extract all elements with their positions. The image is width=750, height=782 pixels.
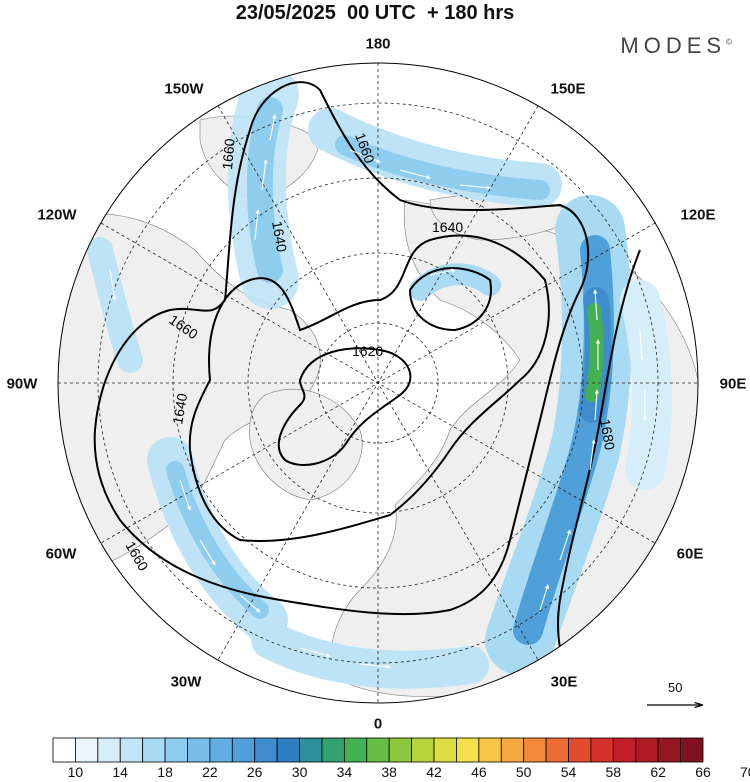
globe-outline <box>57 62 699 704</box>
colorbar-swatch <box>299 737 323 763</box>
colorbar-swatch <box>321 737 345 763</box>
colorbar-swatch <box>142 737 166 763</box>
colorbar-tick-label: 14 <box>112 764 128 780</box>
colorbar-swatch <box>209 737 233 763</box>
colorbar-tick-label: 42 <box>426 764 442 780</box>
colorbar-swatch <box>231 737 256 763</box>
colorbar-swatch <box>590 737 614 763</box>
lon-label-180: 180 <box>365 35 391 53</box>
contour-1660 <box>93 81 590 616</box>
brand-logo: MODES© <box>620 33 732 58</box>
contour-label: 1640 <box>269 220 290 254</box>
lon-label-60w: 60W <box>45 545 77 563</box>
chart-title: 23/05/2025 00 UTC + 180 hrs <box>235 2 515 24</box>
colorbar-swatch <box>75 737 99 763</box>
wind-shading <box>87 66 672 689</box>
colorbar-swatch <box>388 737 413 763</box>
land-greenland <box>249 388 363 501</box>
colorbar-tick-label: 62 <box>650 764 666 780</box>
colorbar-swatch <box>97 737 121 763</box>
colorbar-tick-label: 34 <box>336 764 353 780</box>
colorbar-swatch <box>523 737 547 763</box>
contour-1680 <box>557 249 641 681</box>
colorbar-tick-label: 58 <box>605 764 622 780</box>
colorbar-tick-label: 70 <box>740 764 750 780</box>
colorbar-tick-label: 54 <box>560 764 577 780</box>
graticule <box>58 63 698 703</box>
colorbar-tick-label: 50 <box>515 764 532 780</box>
colorbar-swatch <box>478 737 502 763</box>
colorbar-tick-label: 26 <box>246 764 263 780</box>
contour-labels: 1620 1640 1640 1640 1660 1660 1660 1660 … <box>122 131 618 574</box>
colorbar-swatch <box>657 737 681 763</box>
colorbar-swatch <box>612 737 637 763</box>
colorbar <box>52 737 704 763</box>
colorbar-swatch <box>456 737 480 763</box>
colorbar-swatch <box>411 737 435 763</box>
colorbar-swatch <box>164 737 188 763</box>
contour-1640 <box>188 234 550 542</box>
contour-label: 1660 <box>219 138 238 171</box>
colorbar-swatch <box>680 737 704 763</box>
contour-1640-loop <box>408 267 492 332</box>
lon-label-120e: 120E <box>680 206 716 224</box>
colorbar-tick-label: 22 <box>202 764 218 780</box>
lon-label-120w: 120W <box>37 206 77 224</box>
contour-label: 1640 <box>169 392 190 426</box>
contour-label: 1640 <box>432 219 463 235</box>
wind-scale-label: 50 <box>668 680 683 695</box>
globe-content <box>58 63 698 703</box>
colorbar-swatch <box>343 737 368 763</box>
colorbar-tick-label: 10 <box>67 764 84 780</box>
lon-label-30e: 30E <box>550 673 578 691</box>
lon-label-0: 0 <box>373 715 383 733</box>
colorbar-swatch <box>52 737 76 763</box>
colorbar-tick-label: 18 <box>157 764 173 780</box>
colorbar-tick-label: 30 <box>291 764 308 780</box>
colorbar-swatch <box>254 737 278 763</box>
colorbar-tick-label: 38 <box>381 764 397 780</box>
colorbar-swatch <box>119 737 144 763</box>
lon-label-60e: 60E <box>676 545 704 563</box>
colorbar-tick-label: 66 <box>695 764 711 780</box>
colorbar-swatch <box>187 737 211 763</box>
colorbar-tick-label: 46 <box>471 764 487 780</box>
colorbar-swatch <box>276 737 300 763</box>
contour-1620 <box>277 347 412 466</box>
wind-arrows <box>109 114 648 669</box>
contour-label: 1680 <box>597 418 618 452</box>
height-contours <box>93 81 641 681</box>
contour-label: 1620 <box>352 343 383 359</box>
lon-label-90e: 90E <box>719 375 747 393</box>
colorbar-swatch <box>500 737 525 763</box>
lon-label-30w: 30W <box>170 673 202 691</box>
lon-label-150w: 150W <box>164 80 204 98</box>
colorbar-swatch <box>433 737 457 763</box>
lon-label-150e: 150E <box>550 80 586 98</box>
colorbar-swatch <box>366 737 390 763</box>
lon-label-90w: 90W <box>6 375 38 393</box>
colorbar-swatch <box>545 737 569 763</box>
colorbar-swatch <box>635 737 659 763</box>
colorbar-swatch <box>568 737 592 763</box>
